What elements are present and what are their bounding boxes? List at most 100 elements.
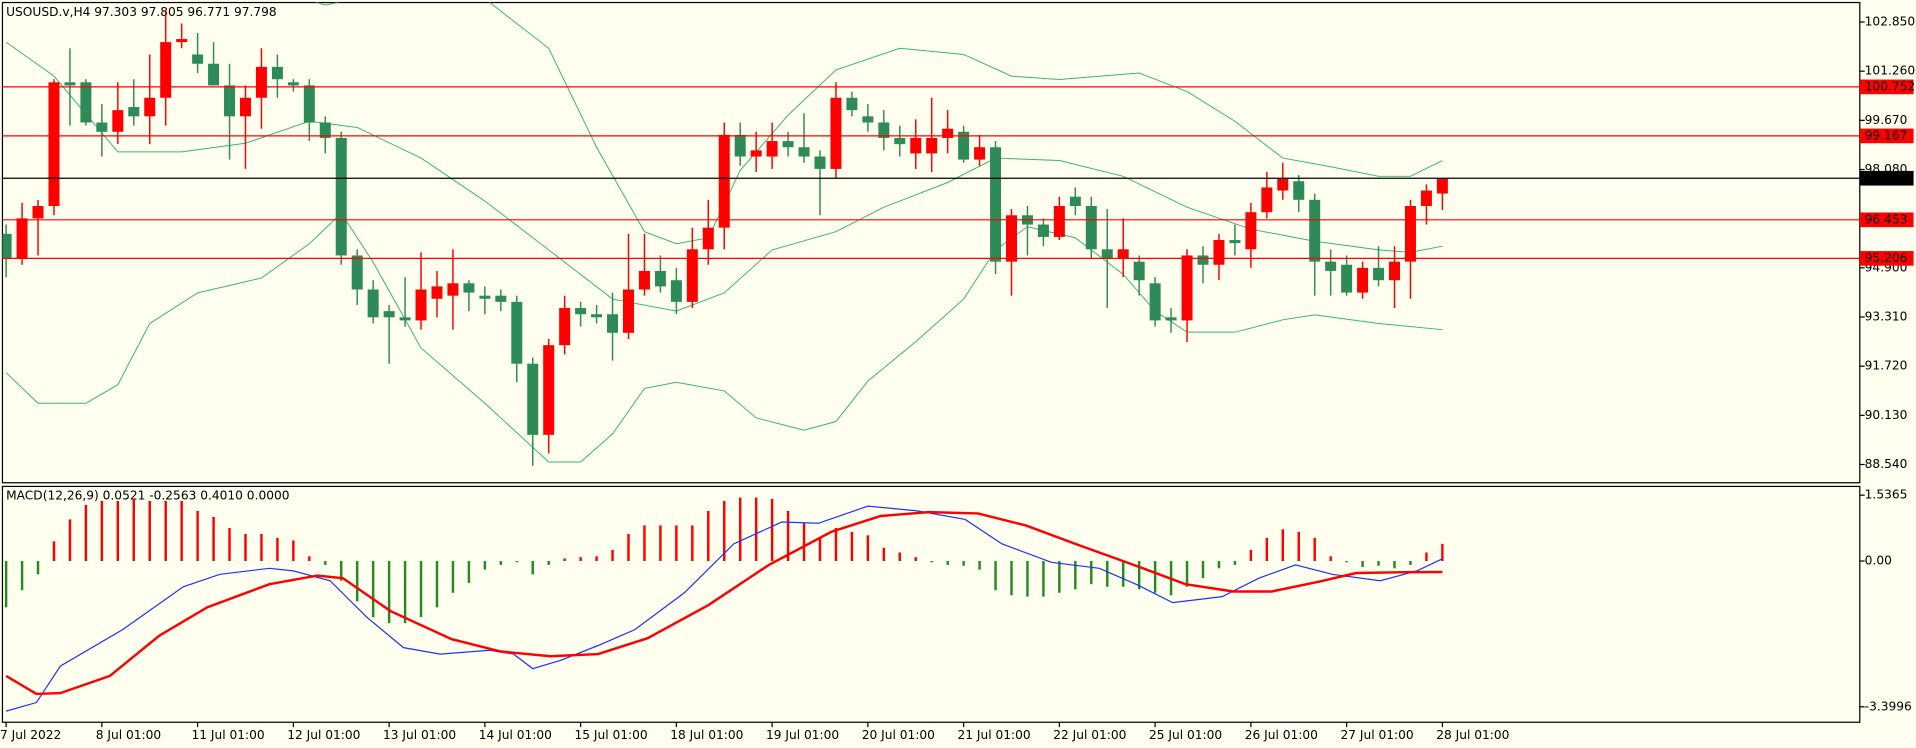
histogram-bar: [946, 561, 949, 565]
histogram-bar: [68, 519, 72, 562]
histogram-bar: [738, 497, 742, 562]
candle-body: [702, 227, 714, 250]
candle-body: [335, 137, 347, 256]
indicator-line: [5, 41, 1443, 312]
histogram-bar: [515, 561, 519, 563]
histogram-bar: [1074, 561, 1077, 590]
histogram-bar: [148, 500, 151, 562]
histogram-bar: [882, 547, 886, 562]
histogram-bar: [1010, 561, 1013, 596]
x-tick-label: 14 Jul 01:00: [479, 728, 552, 742]
x-tick-label: 26 Jul 01:00: [1245, 728, 1318, 742]
histogram-bar: [834, 528, 838, 562]
histogram-bar: [1377, 561, 1380, 566]
histogram-bar: [898, 552, 902, 562]
histogram-bar: [723, 500, 726, 562]
histogram-bar: [1106, 561, 1109, 587]
candle-body: [575, 308, 587, 315]
x-tick-label: 21 Jul 01:00: [958, 728, 1031, 742]
candle-body: [415, 289, 427, 321]
histogram-bar: [914, 557, 917, 562]
candle-body: [862, 116, 874, 123]
histogram-bar: [1201, 561, 1205, 579]
histogram-bar: [531, 561, 534, 575]
chart-title: MACD(12,26,9) 0.0521 -0.2563 0.4010 0.00…: [6, 489, 289, 503]
candle-body: [1436, 178, 1448, 194]
candle-body: [1357, 267, 1369, 293]
candle-body: [64, 82, 76, 86]
histogram-bar: [435, 561, 439, 608]
y-tick-label: 1.5365: [1865, 488, 1908, 502]
histogram-bar: [4, 561, 8, 608]
histogram-bar: [196, 510, 199, 562]
candle-body: [479, 295, 491, 299]
y-tick-label: 101.260: [1865, 64, 1915, 78]
histogram-bar: [563, 558, 566, 562]
indicator-line: [5, 505, 1443, 712]
histogram-bar: [164, 500, 167, 562]
candle-body: [830, 97, 842, 169]
histogram-bar: [1233, 561, 1237, 565]
candle-body: [1261, 187, 1273, 213]
x-tick-label: 15 Jul 01:00: [575, 728, 648, 742]
candle-body: [734, 134, 746, 157]
candle-body: [782, 141, 794, 148]
candle-body: [160, 42, 172, 98]
candle-body: [718, 134, 730, 228]
y-tick-label: 93.310: [1865, 310, 1908, 324]
x-tick-label: 11 Jul 01:00: [192, 728, 265, 742]
histogram-bar: [978, 561, 981, 570]
price-level-label: 100.752: [1865, 79, 1915, 93]
main-panel: [1, 1, 1861, 484]
chart-title: USOUSD.v,H4 97.303 97.805 96.771 97.798: [6, 5, 277, 19]
candle-body: [1309, 199, 1321, 262]
histogram-bar: [1409, 561, 1412, 565]
histogram-bar: [1441, 543, 1444, 562]
histogram-bar: [260, 534, 263, 562]
candle-body: [431, 286, 443, 299]
x-tick-label: 28 Jul 01:00: [1436, 728, 1509, 742]
histogram-bar: [100, 500, 104, 562]
histogram-bar: [1026, 561, 1029, 597]
histogram-bar: [1121, 561, 1125, 587]
histogram-bar: [595, 556, 598, 562]
candle-body: [271, 66, 283, 80]
candle-body: [447, 283, 459, 296]
candle-body: [16, 218, 28, 259]
candle-body: [511, 301, 523, 364]
histogram-bar: [499, 561, 503, 565]
candle-body: [1341, 264, 1353, 293]
candle-body: [367, 289, 379, 318]
x-tick-label: 19 Jul 01:00: [766, 728, 839, 742]
histogram-bar: [1249, 549, 1253, 562]
histogram-bar: [180, 500, 183, 562]
candle-body: [591, 314, 603, 318]
candle-body: [990, 147, 1002, 262]
candle-body: [319, 122, 331, 138]
histogram-bar: [770, 498, 774, 562]
candle-body: [1325, 261, 1337, 271]
histogram-bar: [691, 525, 694, 562]
candle-body: [1165, 317, 1177, 321]
candle-body: [1229, 240, 1241, 244]
histogram-bar: [1329, 556, 1332, 562]
candle-body: [766, 141, 778, 157]
candle-body: [926, 137, 938, 154]
histogram-bar: [116, 500, 120, 562]
candle-body: [1245, 212, 1257, 250]
candle-body: [32, 205, 44, 219]
candle-body: [48, 82, 60, 206]
candle-body: [287, 82, 299, 86]
candle-body: [96, 122, 108, 132]
y-tick-label: 90.130: [1865, 408, 1908, 422]
candle-body: [208, 63, 220, 86]
candle-body: [1149, 283, 1161, 321]
histogram-bar: [611, 549, 614, 562]
candle-body: [351, 255, 363, 290]
histogram-bar: [1425, 552, 1428, 562]
candle-body: [1373, 267, 1385, 281]
candle-body: [399, 317, 411, 321]
candle-body: [670, 280, 682, 302]
x-tick-label: 27 Jul 01:00: [1341, 728, 1414, 742]
